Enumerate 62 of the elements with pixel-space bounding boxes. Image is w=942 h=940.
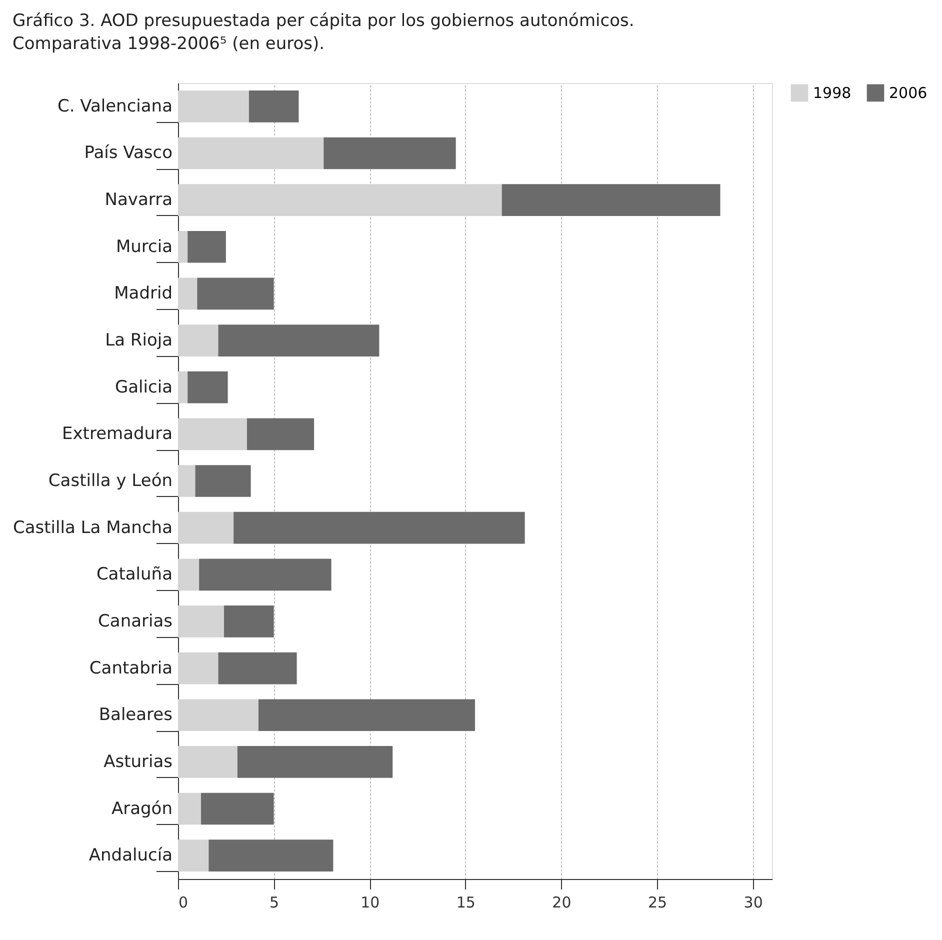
bar [178,558,200,591]
bar [178,184,502,216]
y-tick-label: Aragón [111,798,172,819]
y-tick-label: Murcia [116,236,172,257]
bar [178,90,249,122]
bar [237,746,393,778]
bar [208,840,334,872]
y-tick-label: Madrid [114,284,172,304]
y-tick-label: Castilla La Mancha [13,518,172,538]
y-tick-label: Cantabria [89,658,172,678]
bar [218,652,297,684]
bar [178,652,218,684]
x-tick-label: 20 [552,894,572,912]
bar [178,324,218,356]
x-tick-label: 0 [178,894,188,912]
y-tick-label: Navarra [104,190,172,210]
bar [178,512,234,544]
bar [178,792,201,825]
bar [195,465,251,497]
bar [178,699,258,732]
bar [178,137,324,170]
bar [224,606,274,638]
y-tick-label: Castilla y León [48,471,172,491]
y-tick-label: Cataluña [96,564,172,585]
bar [234,512,525,544]
y-tick-label: Asturias [104,752,173,772]
bar [502,184,720,216]
bar [324,137,456,170]
chart-subtitle: Comparativa 1998-2006⁵ (en euros). [12,34,325,54]
bar [178,371,188,404]
bar [178,230,188,263]
y-tick-label: La Rioja [105,330,172,351]
bar [248,90,299,122]
x-tick-label: 25 [648,894,668,912]
bar [258,699,475,732]
x-tick-label: 10 [360,894,380,912]
x-tick-label: 15 [456,894,476,912]
y-tick-label: País Vasco [84,143,172,164]
bar [178,465,196,497]
bar [178,746,238,778]
y-tick-label: Andalucía [88,846,172,866]
bar [178,418,247,450]
y-tick-label: Galicia [114,377,172,398]
legend-label: 1998 [813,84,852,102]
x-tick-label: 5 [270,894,280,912]
bar [188,230,226,263]
chart-title: Gráfico 3. AOD presupuestada per cápita por los gobiernos autonómicos. [12,11,634,31]
bar [178,278,198,310]
x-tick-label: 30 [744,894,763,912]
y-tick-label: C. Valenciana [57,96,172,116]
bar [218,324,380,356]
y-tick-label: Baleares [98,705,173,726]
bar [178,606,224,638]
bar [246,418,314,450]
bar [200,792,274,825]
y-tick-label: Extremadura [62,424,172,444]
bar [178,840,209,872]
bar [199,558,332,591]
bar [188,371,228,404]
legend-label: 2006 [889,84,928,102]
bar [197,278,274,310]
y-tick-label: Canarias [98,611,173,632]
